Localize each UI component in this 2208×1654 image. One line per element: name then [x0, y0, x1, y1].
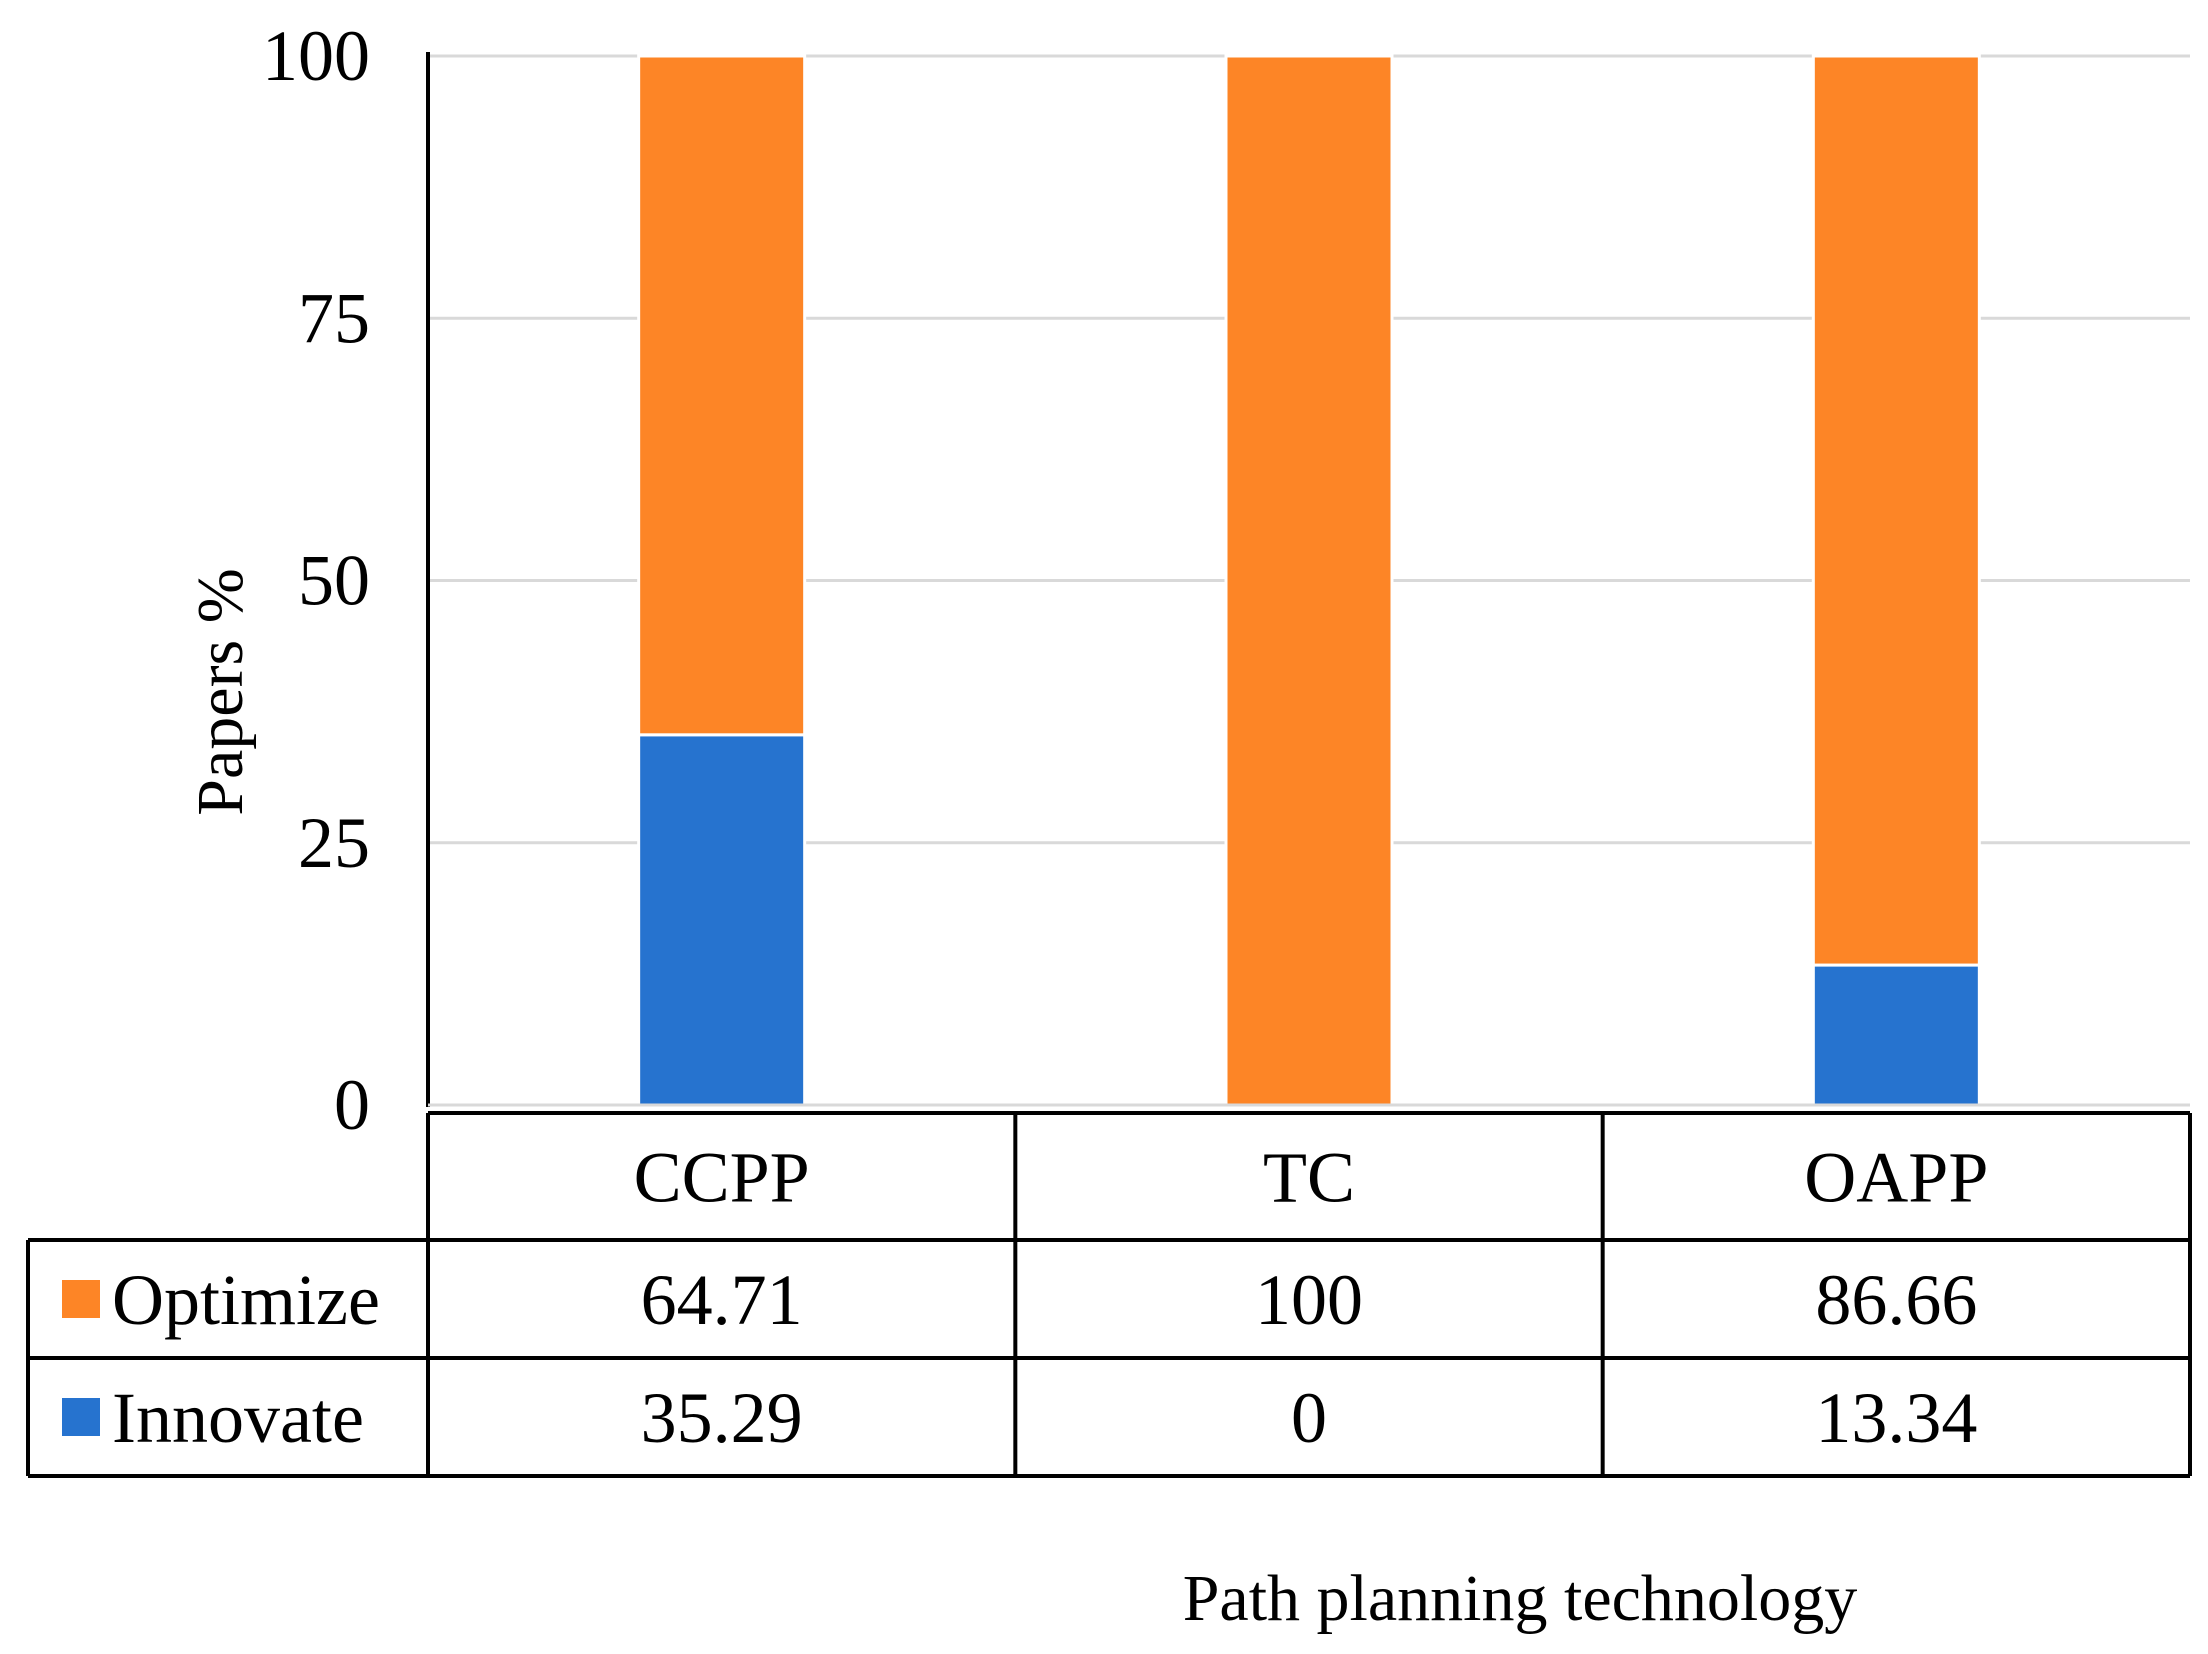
table-cell-value: 100: [1255, 1260, 1363, 1340]
category-label: OAPP: [1804, 1138, 1988, 1218]
category-label: TC: [1263, 1138, 1355, 1218]
bar-optimize-tc: [1224, 54, 1394, 1107]
legend-swatch-innovate: [62, 1398, 100, 1436]
x-axis-title: Path planning technology: [1183, 1562, 1858, 1635]
y-tick-label: 25: [298, 803, 370, 883]
bars: [637, 54, 1981, 1107]
table-cell-value: 64.71: [641, 1260, 803, 1340]
bar-optimize-oapp: [1811, 54, 1981, 967]
y-tick-label: 75: [298, 278, 370, 358]
bar-innovate-oapp: [1811, 963, 1981, 1107]
y-tick-label: 100: [262, 16, 370, 96]
y-tick-labels: 0 25 50 75 100: [262, 16, 370, 1145]
data-table: CCPP TC OAPP Optimize 64.71 100 86.66 Innovate 3…: [26, 1111, 2192, 1478]
table-cell-value: 13.34: [1815, 1378, 1977, 1458]
y-tick-label: 0: [334, 1065, 370, 1145]
legend-label-innovate: Innovate: [112, 1378, 364, 1458]
legend-label-optimize: Optimize: [112, 1260, 380, 1340]
category-label: CCPP: [634, 1138, 810, 1218]
y-tick-label: 50: [298, 541, 370, 621]
table-cell-value: 35.29: [641, 1378, 803, 1458]
bar-innovate-ccpp: [637, 733, 807, 1107]
axes: [426, 52, 2190, 1107]
legend-swatch-optimize: [62, 1280, 100, 1318]
table-cell-value: 0: [1291, 1378, 1327, 1458]
table-cell-value: 86.66: [1815, 1260, 1977, 1340]
bar-optimize-ccpp: [637, 54, 807, 737]
y-axis-title: Papers %: [184, 568, 257, 815]
